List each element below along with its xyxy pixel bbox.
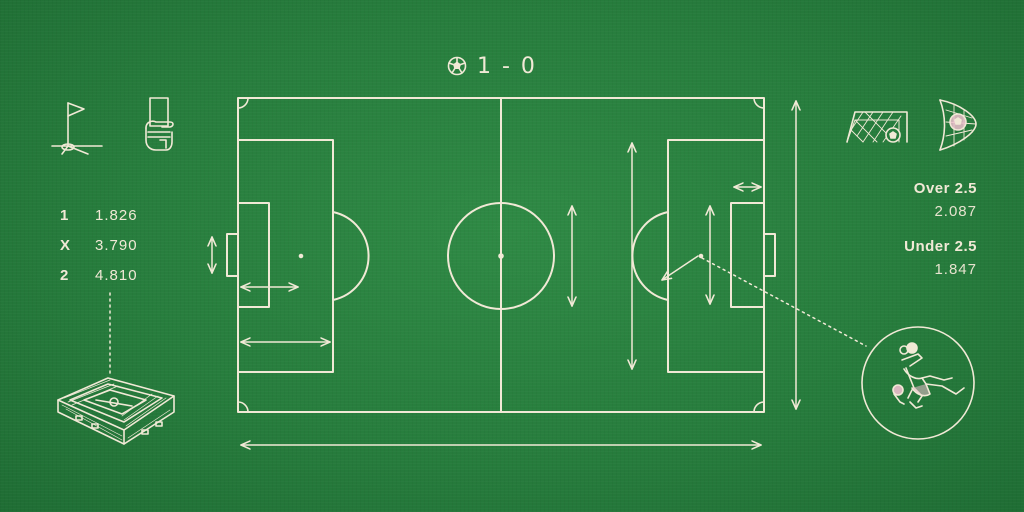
under-odds[interactable]: Under 2.5 1.847 (904, 238, 977, 278)
odds-row-home[interactable]: 1 1.826 (60, 200, 138, 230)
odds-key: X (60, 236, 71, 254)
corner-arcs (237, 97, 765, 413)
dimension-arrows (212, 101, 796, 445)
odds-value: 4.810 (95, 266, 138, 284)
over-value: 2.087 (934, 203, 977, 220)
corner-flag-icon (51, 102, 103, 155)
callout-dotted-line-right (701, 257, 867, 347)
left-penalty-area (226, 139, 370, 373)
ball-in-net-icon (939, 99, 977, 151)
score-text: 1 - 0 (477, 53, 537, 79)
stadium-icon (57, 377, 175, 445)
odds-value: 1.826 (95, 206, 138, 224)
football-icon (447, 56, 467, 76)
odds-row-away[interactable]: 2 4.810 (60, 260, 138, 290)
odds-row-draw[interactable]: X 3.790 (60, 230, 138, 260)
bicycle-kick-player-icon (861, 326, 975, 440)
center-circle (447, 202, 555, 310)
odds-key: 1 (60, 206, 69, 224)
over-odds[interactable]: Over 2.5 2.087 (914, 180, 977, 220)
card-in-hand-icon (145, 97, 174, 151)
right-penalty-area (631, 139, 776, 373)
score-display: 1 - 0 (447, 52, 537, 80)
odds-value: 3.790 (95, 236, 138, 254)
match-odds-list: 1 1.826 X 3.790 2 4.810 (60, 200, 138, 290)
odds-key: 2 (60, 266, 69, 284)
over-label: Over 2.5 (913, 180, 977, 197)
under-value: 1.847 (934, 261, 977, 278)
goal-net-icon (846, 111, 908, 143)
under-label: Under 2.5 (904, 238, 977, 255)
